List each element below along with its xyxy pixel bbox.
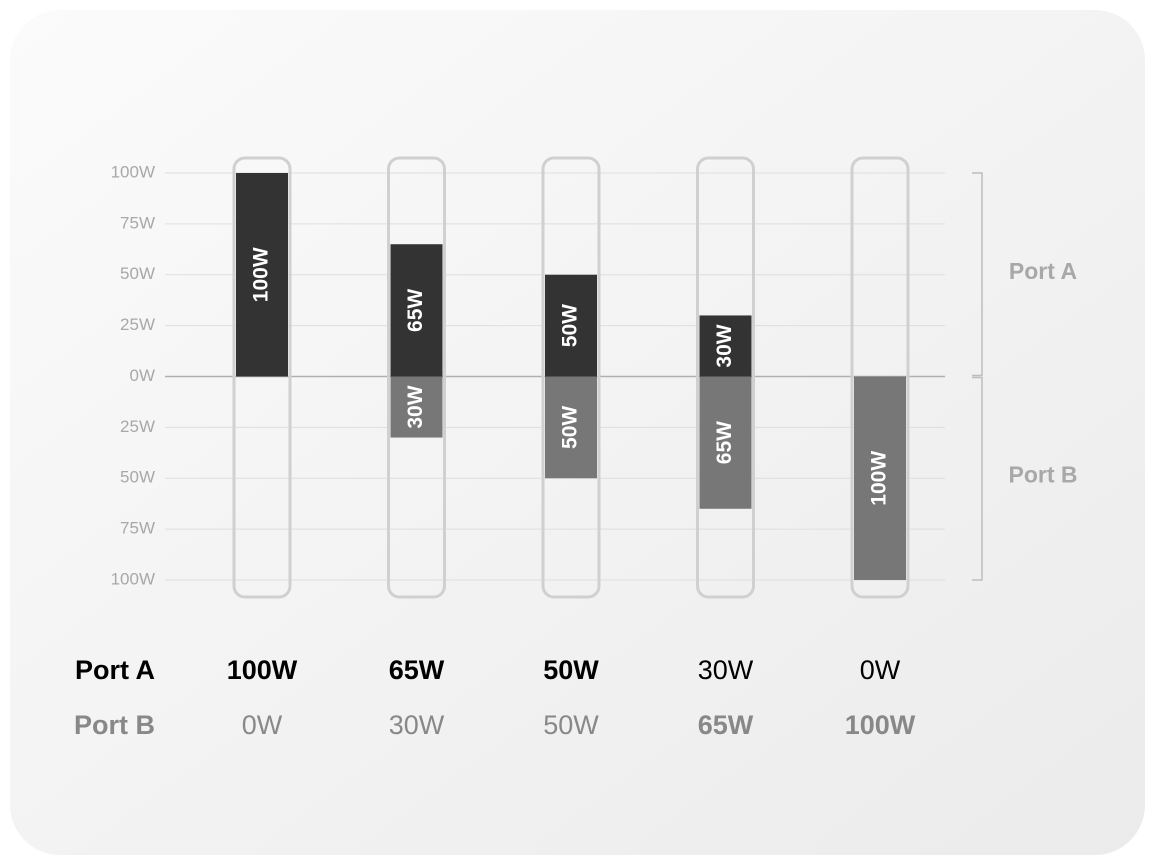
y-tick-label: 75W bbox=[120, 519, 155, 538]
bar bbox=[545, 376, 597, 479]
table-value: 65W bbox=[698, 710, 754, 740]
y-tick-label: 100W bbox=[111, 569, 155, 588]
track bbox=[387, 156, 446, 599]
table-value: 100W bbox=[227, 655, 298, 685]
bracket-label: Port A bbox=[1009, 258, 1077, 284]
table-value: 30W bbox=[698, 655, 754, 685]
bar-label: 30W bbox=[713, 324, 736, 367]
table-value: 0W bbox=[860, 655, 901, 685]
y-tick-label: 50W bbox=[120, 264, 155, 283]
y-tick-label: 0W bbox=[130, 366, 156, 385]
bar bbox=[545, 274, 597, 377]
bar bbox=[390, 376, 443, 438]
bar-label: 50W bbox=[559, 304, 582, 347]
y-tick-label: 75W bbox=[120, 213, 155, 232]
table-value: 100W bbox=[845, 710, 916, 740]
bar-label: 65W bbox=[713, 421, 736, 464]
bar-label: 65W bbox=[404, 289, 427, 332]
table-value: 65W bbox=[389, 655, 445, 685]
bar bbox=[699, 315, 752, 377]
track bbox=[541, 156, 601, 599]
y-tick-label: 100W bbox=[111, 162, 155, 181]
y-tick-label: 50W bbox=[120, 468, 155, 487]
track bbox=[696, 156, 755, 599]
bracket-label: Port B bbox=[1009, 461, 1078, 487]
table-value: 50W bbox=[543, 710, 599, 740]
y-tick-label: 25W bbox=[120, 315, 155, 334]
row-label: Port B bbox=[74, 710, 155, 740]
bar-label: 30W bbox=[404, 385, 427, 428]
bracket bbox=[972, 172, 983, 377]
bar-label: 100W bbox=[250, 247, 273, 302]
bar bbox=[854, 376, 906, 580]
track bbox=[232, 156, 292, 599]
row-label: Port A bbox=[75, 655, 155, 685]
bar bbox=[699, 376, 752, 509]
y-tick-label: 25W bbox=[120, 417, 155, 436]
bracket bbox=[972, 376, 983, 581]
track bbox=[850, 156, 910, 599]
table-value: 0W bbox=[242, 710, 283, 740]
bar bbox=[236, 173, 288, 377]
bar-label: 50W bbox=[559, 406, 582, 449]
table-value: 50W bbox=[543, 655, 599, 685]
bar bbox=[390, 244, 443, 377]
bar-label: 100W bbox=[868, 451, 891, 506]
table-value: 30W bbox=[389, 710, 445, 740]
